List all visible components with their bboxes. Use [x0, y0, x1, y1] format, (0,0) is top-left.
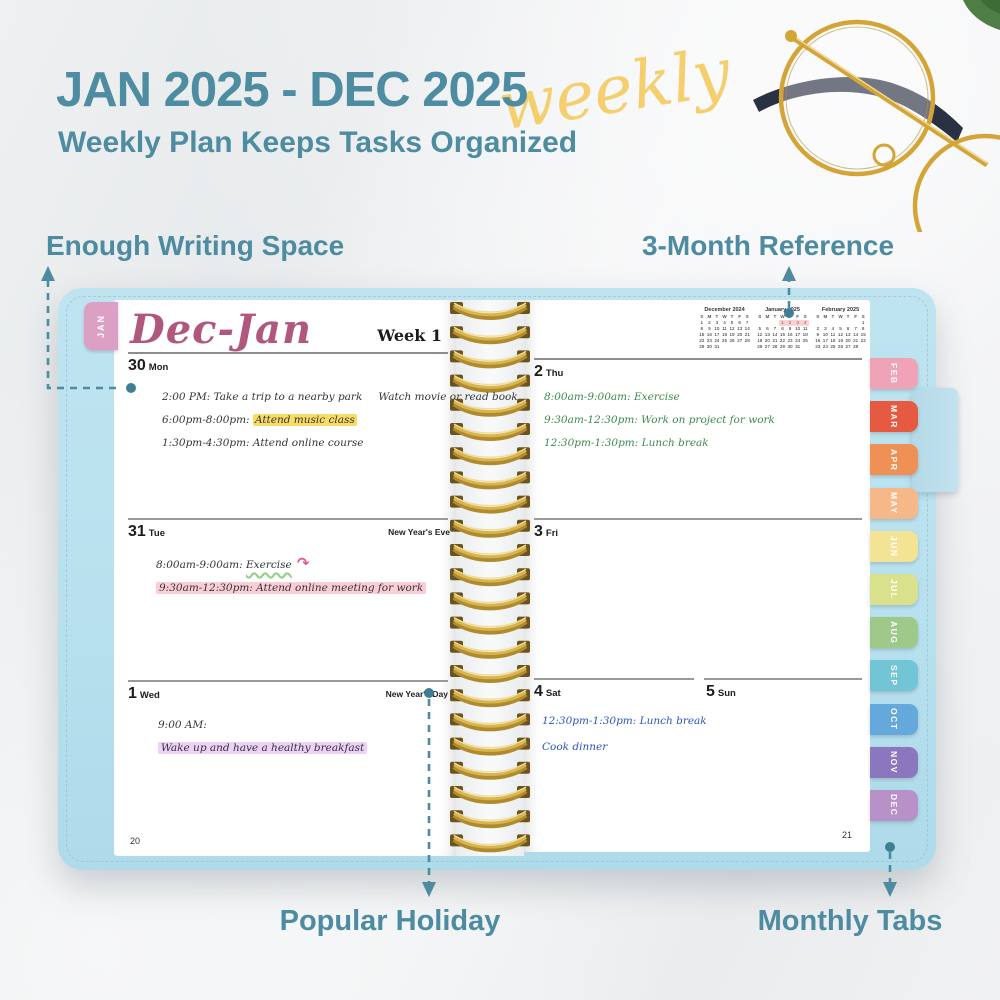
tab-label: SEP	[889, 665, 899, 687]
divider	[128, 518, 448, 520]
tab-label: JUL	[889, 579, 899, 600]
day-number: 3	[534, 523, 543, 540]
weekday: Thu	[545, 368, 564, 379]
divider	[534, 678, 694, 680]
divider	[534, 358, 862, 360]
page-number-right: 21	[841, 830, 852, 840]
glasses-nose-pad	[872, 143, 896, 167]
day-number: 4	[534, 683, 543, 700]
handwritten-entry: 9:00 AM:	[158, 719, 207, 731]
tab-label: FEB	[889, 362, 899, 385]
month-spread-title: Dec-Jan	[130, 306, 313, 353]
tab-label: AUG	[889, 620, 899, 645]
entries-sat: 12:30pm-1:30pm: Lunch break Cook dinner	[542, 708, 707, 760]
tab-label: JUN	[889, 535, 899, 558]
divider	[704, 678, 862, 680]
handwritten-entry: 12:30pm-1:30pm: Lunch break	[544, 437, 709, 449]
tab-label: OCT	[889, 707, 899, 731]
handwritten-entry: Cook dinner	[542, 741, 608, 753]
callout-popular-holiday: Popular Holiday	[279, 905, 501, 937]
weekday: Wed	[139, 690, 160, 701]
tab-jul[interactable]: JUL	[870, 574, 918, 605]
handwritten-entry: 9:30am-12:30pm: Attend online meeting fo…	[156, 577, 427, 600]
week-number-label: Week 1	[377, 326, 442, 345]
divider	[534, 518, 862, 520]
page-number-left: 20	[130, 836, 141, 846]
tab-label: MAY	[889, 491, 899, 515]
day-label-30-mon: 30 Mon	[128, 357, 168, 375]
glasses-hinge	[785, 30, 797, 42]
tab-aug[interactable]: AUG	[870, 617, 918, 649]
weekday: Fri	[545, 528, 559, 539]
weekday: Sun	[717, 688, 736, 699]
mini-calendar-title: January 2025	[765, 307, 800, 313]
eyeglasses-photo	[753, 0, 1000, 232]
mini-calendar: February 2025 S M T W T F S 1 2 3 4 5 6 7 8 9 10 11 12 13 14 1…	[815, 307, 866, 349]
entries-thu: 8:00am-9:00am: Exercise 9:30am-12:30pm: W…	[544, 386, 775, 455]
mini-calendar: December 2024 S M T W T F S 1 2 3 4 5 6 7 8 9 10 11 12 13 14 1…	[699, 307, 750, 349]
mini-calendar-title: February 2025	[821, 307, 860, 313]
tab-apr[interactable]: APR	[870, 444, 918, 476]
tab-oct[interactable]: OCT	[870, 703, 918, 735]
day-number: 31	[128, 523, 146, 540]
callout-3-month-reference: 3-Month Reference	[641, 230, 895, 261]
handwritten-entry: Wake up and have a healthy breakfast	[158, 737, 368, 760]
day-number: 5	[706, 683, 715, 700]
three-month-reference-calendars: December 2024 S M T W T F S 1 2 3 4 5 6 7 8 9 10 11 12 13 14 1…	[698, 307, 867, 349]
tab-mar[interactable]: MAR	[870, 401, 918, 433]
weekday: Sat	[545, 688, 561, 699]
spiral-binding	[450, 302, 530, 853]
mini-calendar-title: December 2024	[704, 307, 745, 313]
day-label-5-sun: 5 Sun	[706, 683, 736, 701]
tab-nov[interactable]: NOV	[870, 746, 918, 778]
day-label-3-fri: 3 Fri	[534, 523, 558, 541]
tab-label: MAR	[889, 404, 899, 429]
tab-label: APR	[889, 448, 899, 472]
entries-wed: 9:00 AM: Wake up and have a healthy break…	[158, 714, 368, 760]
day-label-1-wed: 1 Wed	[128, 685, 160, 703]
handwritten-entry: 1:30pm-4:30pm: Attend online course	[162, 437, 364, 449]
day-number: 2	[534, 363, 543, 380]
holiday-note-new-years-eve: New Year's Eve	[388, 527, 450, 537]
day-number: 1	[128, 685, 137, 702]
day-label-4-sat: 4 Sat	[534, 683, 561, 701]
day-label-2-thu: 2 Thu	[534, 363, 563, 381]
handwritten-entry: 6:00pm-8:00pm: Attend music class	[162, 414, 357, 426]
planner-left-page: Dec-Jan Week 1 30 Mon 2:00 PM: Take a tri…	[114, 300, 518, 856]
tab-jan-label: JAN	[96, 313, 106, 338]
tab-may[interactable]: MAY	[870, 487, 918, 519]
tab-sep[interactable]: SEP	[870, 660, 918, 692]
tab-dec[interactable]: DEC	[870, 790, 918, 821]
day-label-31-tue: 31 Tue	[128, 523, 165, 541]
holiday-note-new-years-day: New Year's Day	[385, 689, 448, 699]
divider	[128, 680, 448, 682]
handwritten-entry: 12:30pm-1:30pm: Lunch break	[542, 715, 707, 727]
handwritten-entry: 2:00 PM: Take a trip to a nearby park Wat…	[162, 391, 518, 403]
callout-monthly-tabs: Monthly Tabs	[757, 905, 943, 937]
tab-label: DEC	[889, 794, 899, 817]
divider	[128, 352, 448, 354]
glasses-left-lens	[778, 19, 936, 177]
weekday: Mon	[148, 362, 169, 373]
handwritten-entry: 8:00am-9:00am: Exercise ↷	[156, 554, 310, 572]
glasses-temple-arm	[753, 77, 963, 142]
pen-loop-strap	[912, 388, 958, 492]
mini-calendar: January 2025 S M T W T F S 1 2 3 4 5 6 7 8 9 10 11 12 13 14 15…	[757, 307, 809, 349]
tab-jun[interactable]: JUN	[870, 530, 918, 562]
day-number: 30	[128, 357, 146, 374]
weekday: Tue	[148, 528, 165, 539]
entries-mon: 2:00 PM: Take a trip to a nearby park Wat…	[162, 386, 518, 455]
planner-right-page: December 2024 S M T W T F S 1 2 3 4 5 6 7 8 9 10 11 12 13 14 1…	[524, 300, 870, 852]
handwritten-entry: 8:00am-9:00am: Exercise	[544, 391, 680, 403]
glasses-right-lens	[912, 133, 1000, 232]
callout-enough-writing-space: Enough Writing Space	[46, 230, 345, 261]
tab-label: NOV	[889, 750, 899, 774]
page-subtitle: Weekly Plan Keeps Tasks Organized	[58, 126, 578, 159]
page-title: JAN 2025 - DEC 2025	[56, 63, 528, 117]
tab-jan[interactable]: JAN	[84, 302, 118, 350]
tab-feb[interactable]: FEB	[870, 358, 918, 389]
entries-tue: 8:00am-9:00am: Exercise ↷ 9:30am-12:30pm:…	[156, 552, 427, 600]
handwritten-entry: 9:30am-12:30pm: Work on project for work	[544, 414, 775, 426]
